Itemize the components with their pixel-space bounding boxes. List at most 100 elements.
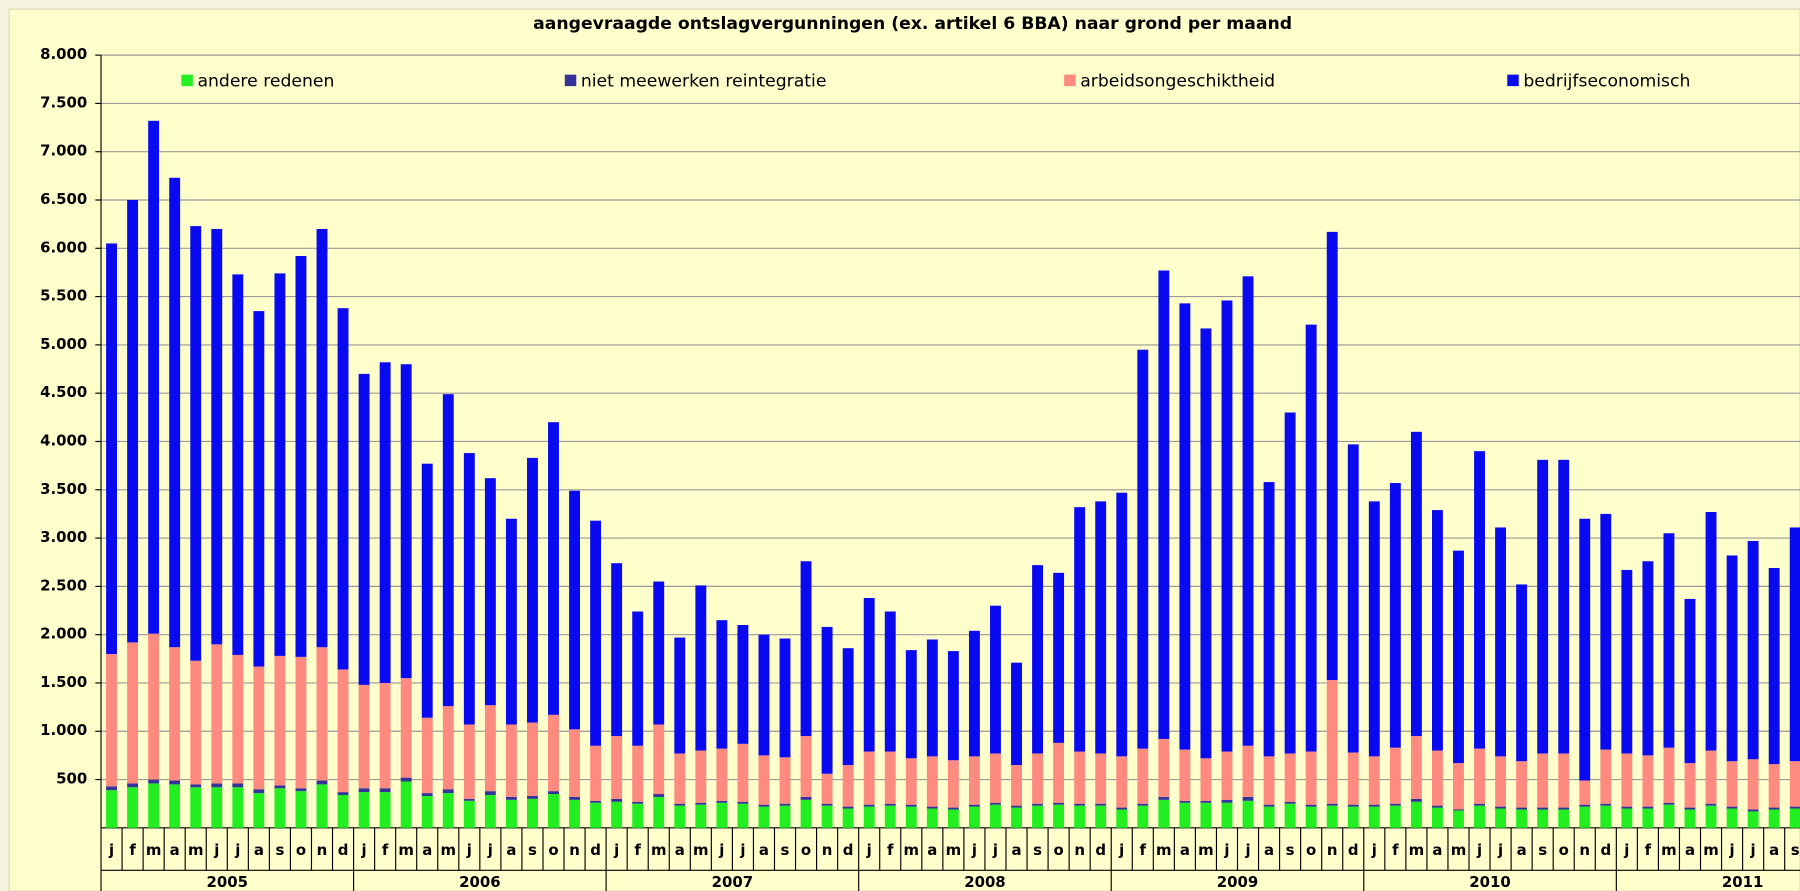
bar-segment (926, 639, 938, 757)
bar-segment (1684, 807, 1696, 810)
bar-segment (1116, 756, 1128, 808)
bar-segment (695, 750, 707, 803)
x-tick-label: s (1286, 841, 1295, 859)
bar-segment (1600, 513, 1612, 750)
y-tick-label: 2.000 (40, 625, 87, 643)
bar-segment (1074, 805, 1086, 828)
bar-segment (842, 806, 854, 809)
bar-segment (463, 724, 475, 799)
bar-segment (569, 729, 581, 797)
x-tick-label: n (569, 841, 580, 859)
bar-segment (1789, 527, 1800, 762)
x-tick-label: m (651, 841, 667, 859)
y-tick-label: 4.000 (40, 431, 87, 449)
bar-segment (421, 717, 433, 794)
bar-segment (842, 765, 854, 807)
bar-segment (1053, 742, 1065, 803)
bar-segment (337, 308, 349, 670)
x-tick-label: m (1661, 841, 1677, 859)
x-tick-label: j (1476, 841, 1482, 859)
x-tick-label: n (1327, 841, 1338, 859)
bar-segment (1747, 809, 1759, 812)
bar-segment (1095, 753, 1107, 804)
bar-segment (1537, 807, 1549, 810)
x-tick-label: s (275, 841, 284, 859)
legend-label: niet meewerken reintegratie (581, 72, 827, 92)
x-tick-label: f (382, 841, 389, 859)
bar-segment (1558, 459, 1570, 754)
x-tick-label: a (254, 841, 264, 859)
bar-segment (1431, 750, 1443, 806)
x-tick-label: n (822, 841, 833, 859)
bar-segment (1221, 802, 1233, 828)
bar-segment (611, 801, 623, 828)
bar-segment (1726, 555, 1738, 762)
bar-segment (716, 802, 728, 828)
bar-segment (1305, 806, 1317, 828)
y-tick-label: 5.500 (40, 287, 87, 305)
bar-segment (968, 804, 980, 807)
bar-segment (1326, 803, 1338, 806)
bar-segment (632, 803, 644, 828)
x-tick-label: n (1074, 841, 1085, 859)
x-tick-label: a (675, 841, 685, 859)
bar-segment (1347, 444, 1359, 753)
bar-segment (527, 457, 538, 723)
bar-segment (1495, 806, 1507, 809)
bar-segment (1621, 808, 1633, 828)
bar-segment (232, 654, 244, 784)
bar-segment (716, 620, 728, 749)
bar-segment (295, 656, 307, 789)
bar-segment (947, 651, 959, 761)
bar-segment (1242, 276, 1254, 746)
bar-segment (1431, 510, 1443, 751)
bar-segment (1410, 798, 1422, 802)
bar-segment (632, 611, 644, 746)
bar-segment (1368, 804, 1380, 807)
bar-segment (421, 793, 433, 796)
x-tick-label: m (398, 841, 414, 859)
bar-segment (1074, 751, 1086, 804)
bar-segment (1032, 753, 1044, 804)
bar-segment (274, 788, 286, 828)
bar-segment (653, 581, 665, 725)
x-tick-label: m (946, 841, 962, 859)
bar-segment (1768, 568, 1780, 765)
x-tick-label: j (866, 841, 872, 859)
bar-segment (1747, 811, 1759, 828)
bar-segment (779, 803, 791, 806)
legend-label: bedrijfseconomisch (1523, 72, 1690, 92)
bar-segment (548, 422, 559, 715)
bar-segment (1621, 569, 1633, 754)
bar-segment (1495, 808, 1507, 828)
bar-segment (1242, 800, 1254, 828)
x-tick-label: j (234, 841, 240, 859)
bar-segment (968, 630, 980, 757)
bar-segment (1116, 492, 1128, 757)
bar-segment (295, 791, 307, 828)
bar-segment (1284, 803, 1296, 828)
x-tick-label: m (904, 841, 920, 859)
bar-segment (379, 792, 391, 828)
y-tick-label: 4.500 (40, 383, 87, 401)
bar-segment (1368, 806, 1380, 828)
x-tick-label: o (296, 841, 306, 859)
bar-segment (1410, 431, 1422, 737)
bar-segment (1431, 807, 1443, 828)
bar-segment (106, 653, 117, 787)
bar-segment (1368, 501, 1380, 757)
bar-segment (1516, 809, 1528, 828)
bar-segment (211, 783, 223, 788)
bar-segment (1326, 680, 1338, 804)
x-tick-label: o (1306, 841, 1316, 859)
x-tick-label: f (887, 841, 894, 859)
bar-segment (1747, 759, 1759, 810)
bar-segment (990, 605, 1001, 754)
y-tick-label: 2.500 (40, 576, 87, 594)
bar-segment (127, 783, 139, 788)
x-tick-label: m (1409, 841, 1425, 859)
bar-segment (484, 705, 496, 792)
bar-segment (442, 706, 454, 790)
bar-segment (1158, 738, 1170, 797)
bar-segment (1410, 736, 1422, 799)
